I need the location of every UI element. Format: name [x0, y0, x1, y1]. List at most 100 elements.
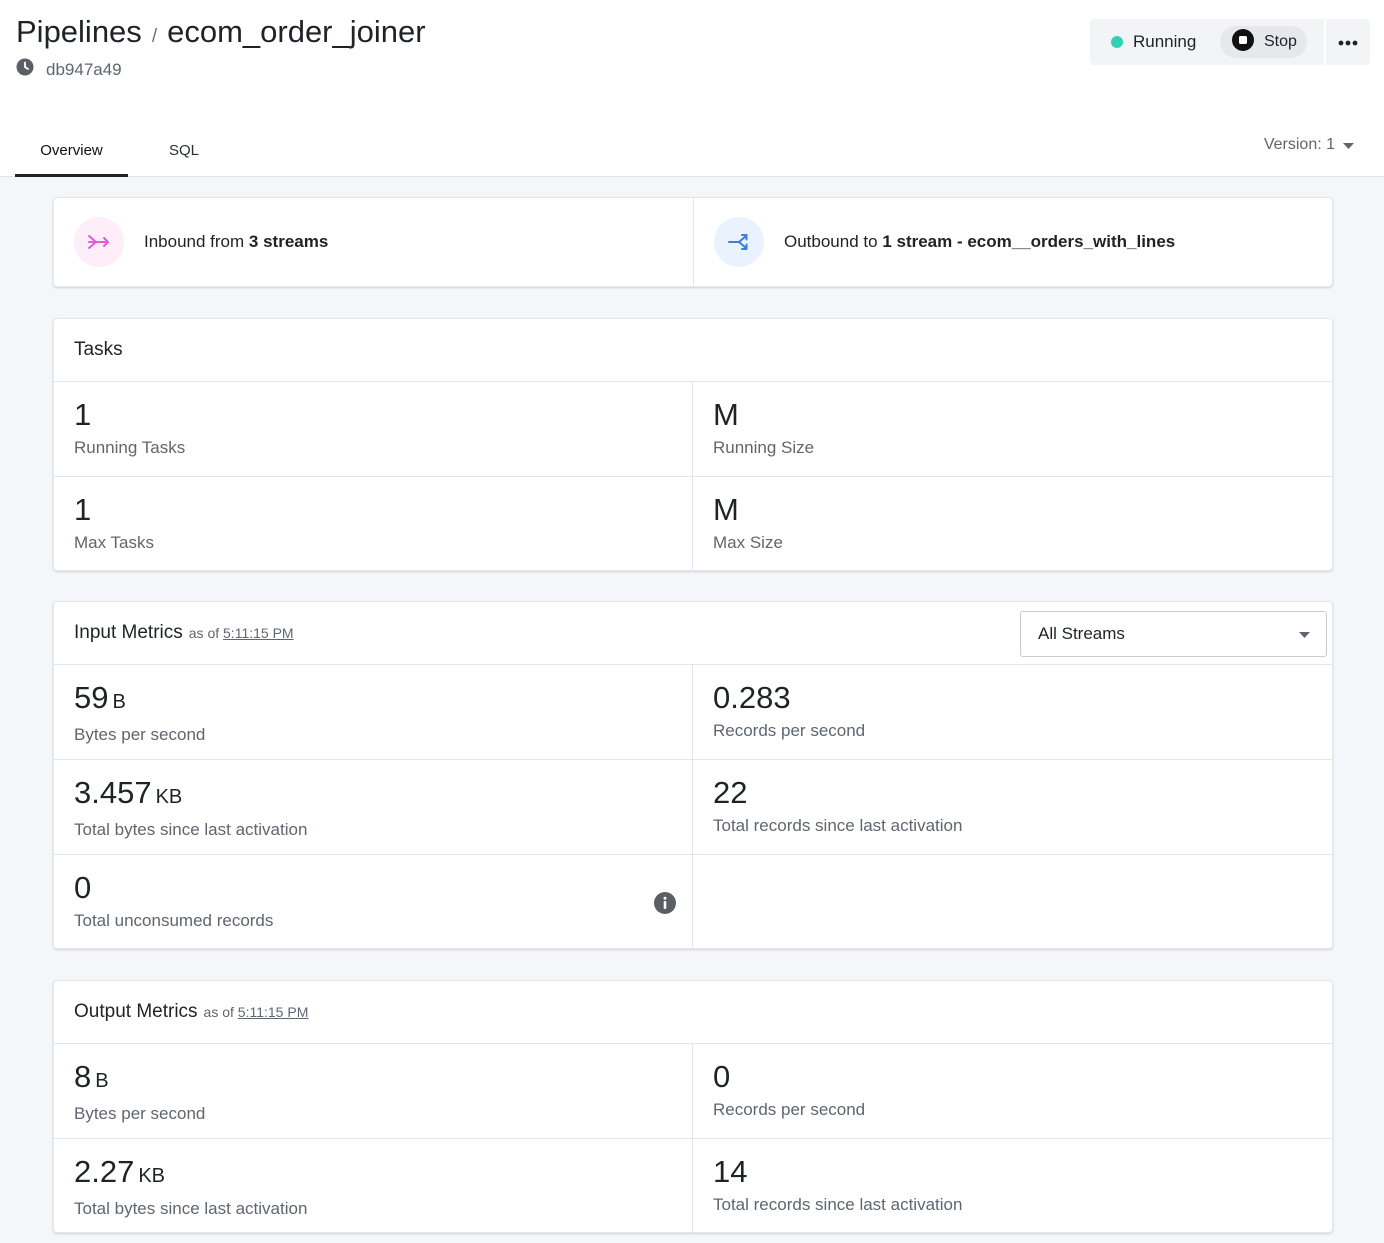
- metric-label: Records per second: [713, 1100, 866, 1119]
- metric-input-total-bytes: 3.457 KB Total bytes since last activatio…: [54, 760, 693, 855]
- stream-filter-select[interactable]: All Streams: [1020, 611, 1327, 657]
- input-metrics-title: Input Metrics: [74, 622, 183, 643]
- input-metrics-grid: 59 B Bytes per second 0.283 Records per s…: [54, 665, 1332, 950]
- metric-unit: KB: [138, 1165, 166, 1187]
- metric-max-size: M Max Size: [693, 477, 1332, 572]
- tab-overview[interactable]: Overview: [15, 130, 128, 177]
- output-metrics-timestamp: as of 5:11:15 PM: [204, 1004, 309, 1020]
- metric-value: 0: [74, 870, 92, 905]
- split-arrow-icon: [714, 217, 764, 267]
- clock-icon: [16, 58, 34, 81]
- metric-label: Total unconsumed records: [74, 911, 274, 930]
- outbound-text: Outbound to 1 stream - ecom__orders_with…: [784, 232, 1175, 252]
- tasks-title: Tasks: [74, 339, 123, 360]
- tasks-grid: 1 Running Tasks M Running Size 1 Max Tas…: [54, 382, 1332, 572]
- tab-sql[interactable]: SQL: [168, 142, 199, 159]
- metric-output-records-per-second: 0 Records per second: [693, 1044, 1332, 1139]
- metric-input-records-per-second: 0.283 Records per second: [693, 665, 1332, 760]
- status-dot: [1111, 36, 1123, 48]
- input-metrics-header: Input Metrics as of 5:11:15 PM All Strea…: [54, 602, 1332, 665]
- metric-value: M: [713, 397, 739, 432]
- stop-button[interactable]: Stop: [1220, 26, 1307, 58]
- tasks-header: Tasks: [54, 319, 1332, 382]
- inbound-count: 3 streams: [248, 232, 329, 251]
- metric-empty-cell: [693, 855, 1332, 950]
- metric-label: Running Tasks: [74, 438, 186, 457]
- metric-value: 3.457 KB: [74, 775, 183, 810]
- overview-content: Inbound from 3 streams Outbound to 1 str…: [0, 177, 1384, 1243]
- status-indicator: Running: [1090, 32, 1220, 52]
- metric-label: Records per second: [713, 721, 866, 740]
- status-label: Running: [1133, 32, 1197, 51]
- metric-output-total-records: 14 Total records since last activation: [693, 1139, 1332, 1234]
- metric-label: Total bytes since last activation: [74, 1199, 308, 1218]
- metric-value: 59 B: [74, 680, 126, 715]
- version-label: Version: 1: [1263, 136, 1335, 153]
- metric-unit: KB: [155, 786, 183, 808]
- inbound-text: Inbound from 3 streams: [144, 232, 328, 252]
- breadcrumb: Pipelines / ecom_order_joiner: [16, 14, 426, 50]
- output-metrics-header: Output Metrics as of 5:11:15 PM: [54, 981, 1332, 1044]
- outbound-target: 1 stream - ecom__orders_with_lines: [882, 232, 1176, 251]
- metric-value: M: [713, 492, 739, 527]
- metric-value: 0: [713, 1059, 731, 1094]
- stream-flow-card: Inbound from 3 streams Outbound to 1 str…: [53, 197, 1333, 287]
- metric-value: 14: [713, 1154, 748, 1189]
- metric-running-size: M Running Size: [693, 382, 1332, 477]
- commit-id: db947a49: [46, 59, 122, 79]
- metric-value: 0.283: [713, 680, 791, 715]
- tab-bar: Overview SQL: [15, 130, 240, 177]
- page-title: ecom_order_joiner: [167, 14, 426, 49]
- metric-value: 1: [74, 492, 92, 527]
- metric-unit: B: [112, 691, 126, 713]
- as-of-time[interactable]: 5:11:15 PM: [223, 625, 294, 641]
- metric-value: 1: [74, 397, 92, 432]
- metric-label: Max Tasks: [74, 533, 154, 552]
- metric-unit: B: [95, 1070, 109, 1092]
- metric-label: Bytes per second: [74, 1104, 206, 1123]
- metric-label: Bytes per second: [74, 725, 206, 744]
- commit-info: db947a49: [16, 58, 122, 81]
- pipeline-actions: Running Stop: [1090, 19, 1370, 65]
- info-icon[interactable]: [654, 892, 676, 914]
- inbound-streams[interactable]: Inbound from 3 streams: [54, 198, 693, 286]
- metric-unconsumed-records: 0 Total unconsumed records: [54, 855, 693, 950]
- metric-label: Total records since last activation: [713, 1195, 963, 1214]
- as-of-time[interactable]: 5:11:15 PM: [237, 1004, 309, 1020]
- version-dropdown[interactable]: Version: 1: [1264, 136, 1354, 154]
- metric-max-tasks: 1 Max Tasks: [54, 477, 693, 572]
- merge-arrow-icon: [74, 217, 124, 267]
- caret-down-icon: [1343, 136, 1354, 154]
- metric-input-total-records: 22 Total records since last activation: [693, 760, 1332, 855]
- metric-value: 22: [713, 775, 748, 810]
- input-metrics-timestamp: as of 5:11:15 PM: [189, 625, 294, 641]
- metric-label: Running Size: [713, 438, 815, 457]
- page-header: Pipelines / ecom_order_joiner db947a49 R…: [0, 0, 1384, 177]
- as-of-label: as of: [203, 1004, 234, 1020]
- metric-label: Total bytes since last activation: [74, 820, 308, 839]
- more-horizontal-icon: [1338, 33, 1358, 51]
- metric-label: Max Size: [713, 533, 783, 552]
- metric-input-bytes-per-second: 59 B Bytes per second: [54, 665, 693, 760]
- metric-running-tasks: 1 Running Tasks: [54, 382, 693, 477]
- breadcrumb-separator: /: [151, 26, 158, 47]
- outbound-prefix: Outbound to: [784, 232, 883, 251]
- metric-output-total-bytes: 2.27 KB Total bytes since last activation: [54, 1139, 693, 1234]
- output-metrics-title: Output Metrics: [74, 1001, 198, 1022]
- outbound-streams[interactable]: Outbound to 1 stream - ecom__orders_with…: [693, 198, 1332, 286]
- metric-label: Total records since last activation: [713, 816, 963, 835]
- metric-value: 2.27 KB: [74, 1154, 166, 1189]
- stop-label: Stop: [1264, 33, 1297, 50]
- stream-filter-value: All Streams: [1038, 624, 1125, 643]
- as-of-label: as of: [188, 625, 220, 641]
- inbound-prefix: Inbound from: [144, 232, 249, 251]
- more-options-button[interactable]: [1324, 19, 1370, 65]
- breadcrumb-pipelines-link[interactable]: Pipelines: [16, 14, 142, 49]
- input-metrics-card: Input Metrics as of 5:11:15 PM All Strea…: [53, 601, 1333, 950]
- stop-icon: [1232, 28, 1254, 56]
- tasks-card: Tasks 1 Running Tasks M Running Size 1 M…: [53, 318, 1333, 572]
